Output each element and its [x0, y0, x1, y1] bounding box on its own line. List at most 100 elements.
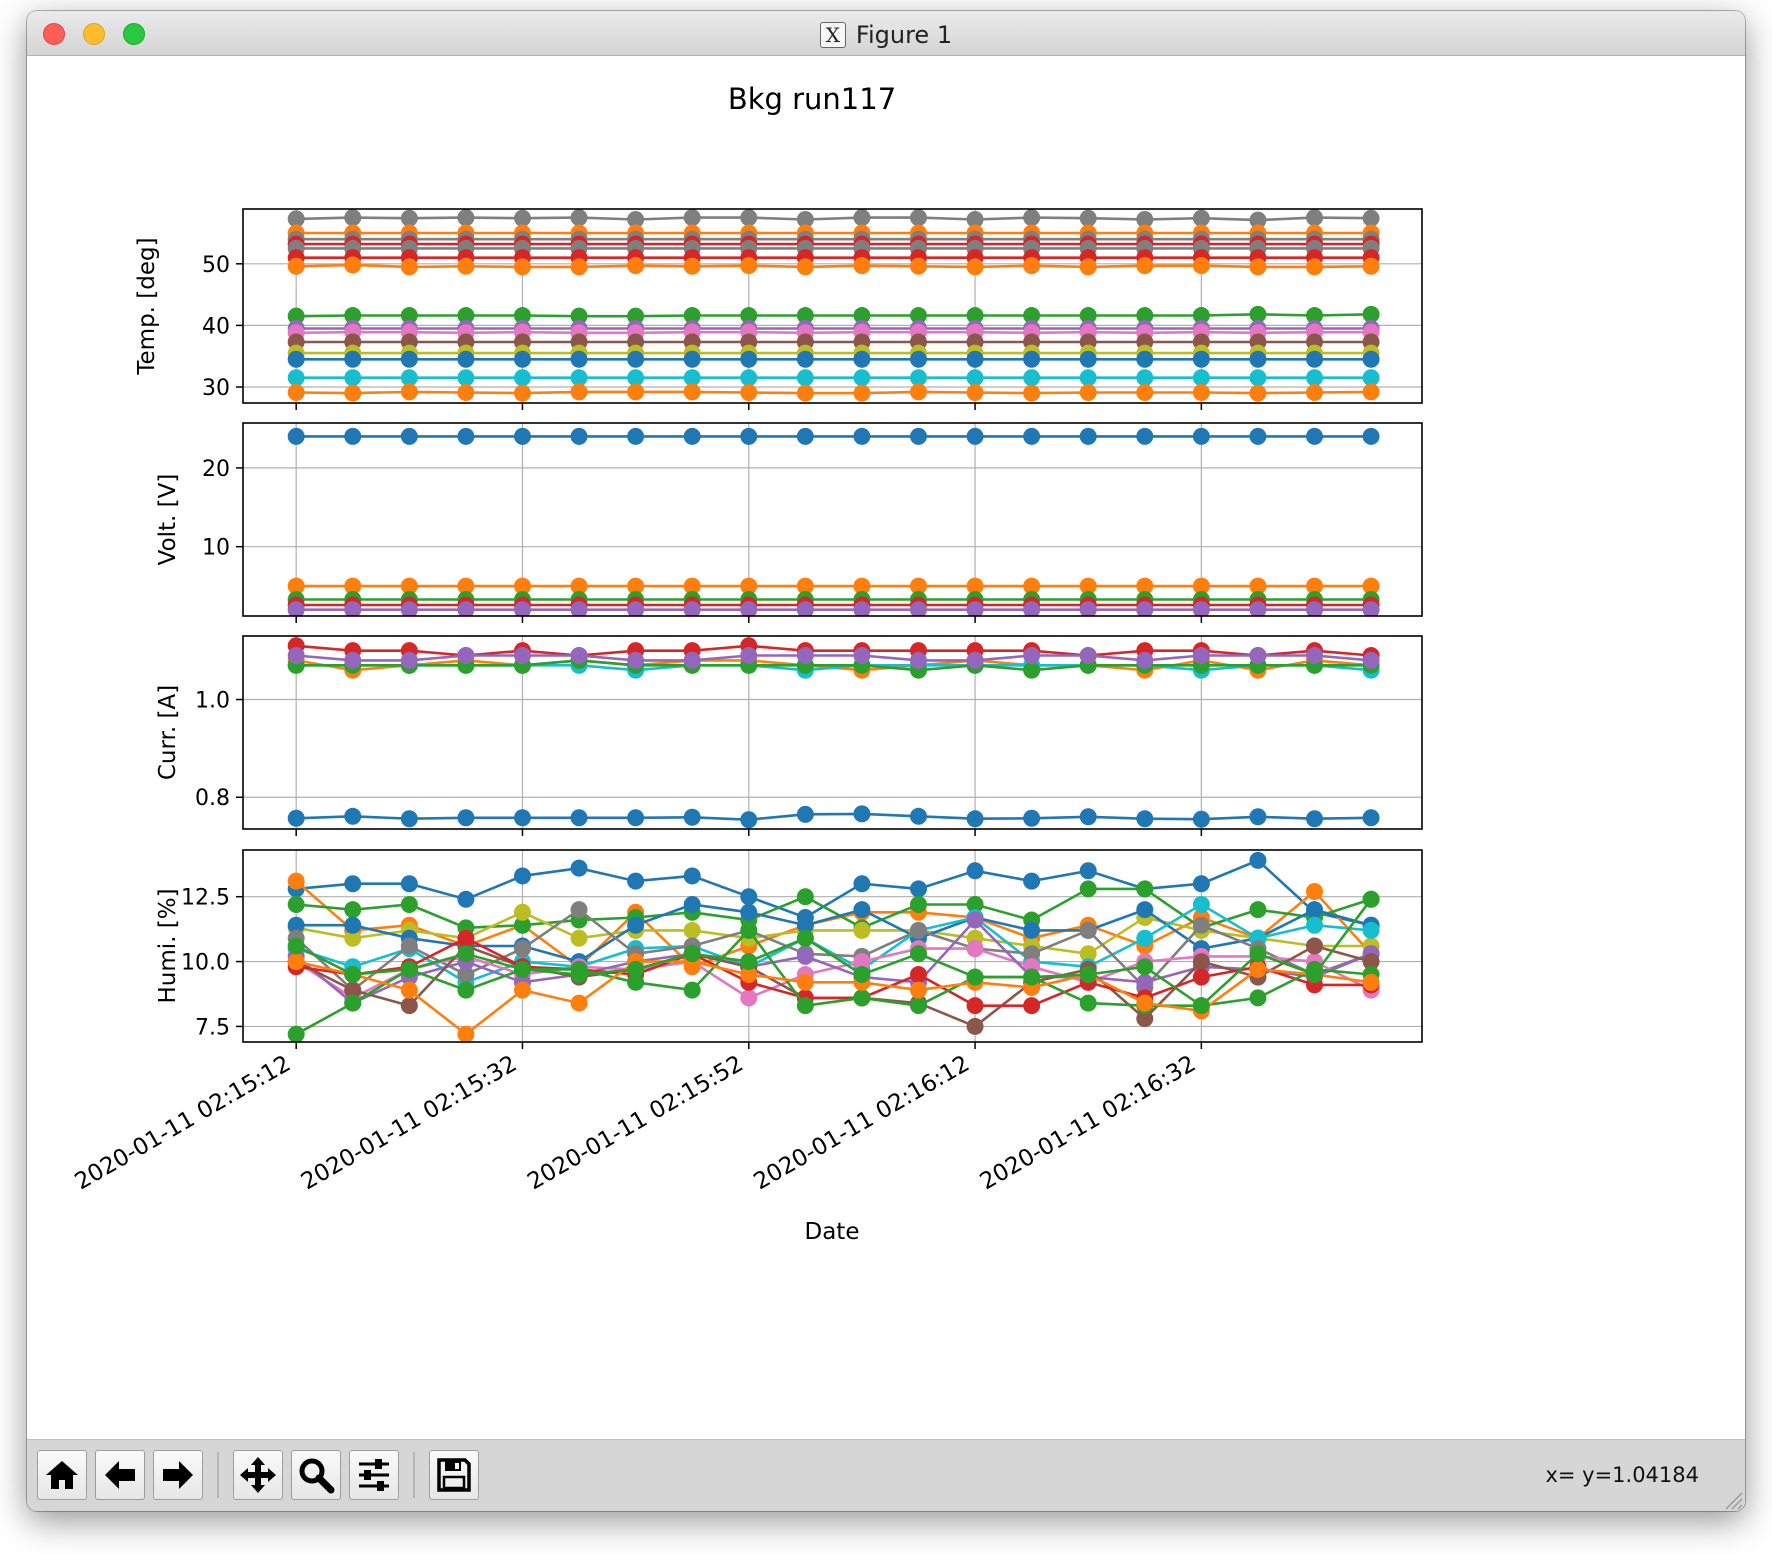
series-line	[296, 659, 1372, 672]
data-point	[966, 369, 984, 387]
data-point	[457, 647, 475, 665]
data-point	[513, 209, 531, 227]
data-point	[740, 384, 758, 402]
data-point	[570, 809, 588, 827]
forward-button[interactable]	[153, 1450, 203, 1500]
data-point	[513, 647, 531, 665]
figure-canvas[interactable]: Bkg run117 30 40 50 Temp. [deg] 10 20 Volt. [V]…	[27, 56, 1745, 1439]
data-point	[740, 350, 758, 368]
y-tick-label: 10.0	[181, 951, 230, 976]
data-point	[457, 981, 475, 999]
data-point	[1023, 427, 1041, 445]
axes-frame	[242, 635, 1423, 830]
data-point	[740, 209, 758, 227]
data-point	[966, 210, 984, 228]
data-point	[457, 209, 475, 227]
back-button[interactable]	[95, 1450, 145, 1500]
close-window-button[interactable]	[43, 23, 65, 45]
data-point	[570, 383, 588, 401]
data-point	[1362, 369, 1380, 387]
data-point	[1079, 808, 1097, 826]
data-point	[740, 903, 758, 921]
data-point	[400, 997, 418, 1015]
data-point	[796, 369, 814, 387]
data-point	[796, 888, 814, 906]
data-point	[853, 307, 871, 325]
zoom-button[interactable]	[291, 1450, 341, 1500]
data-point	[344, 807, 362, 825]
data-point	[853, 953, 871, 971]
data-point	[683, 981, 701, 999]
data-point	[796, 929, 814, 947]
data-point	[627, 307, 645, 325]
data-point	[740, 601, 758, 616]
data-point	[740, 257, 758, 275]
data-point	[740, 811, 758, 829]
data-point	[344, 929, 362, 947]
data-point	[287, 307, 305, 325]
data-point	[1136, 973, 1154, 991]
data-point	[909, 651, 927, 669]
data-point	[909, 383, 927, 401]
x-tick-label: 2020-01-11 02:15:32	[297, 1051, 522, 1196]
data-point	[1079, 209, 1097, 227]
data-point	[1136, 257, 1154, 275]
data-point	[570, 307, 588, 325]
home-button[interactable]	[37, 1450, 87, 1500]
data-point	[1306, 307, 1324, 325]
y-axis-label: Temp. [deg]	[134, 237, 160, 375]
data-point	[966, 577, 984, 595]
data-point	[287, 427, 305, 445]
data-point	[513, 384, 531, 402]
minimize-window-button[interactable]	[83, 23, 105, 45]
data-point	[740, 888, 758, 906]
series-group	[287, 637, 1380, 829]
data-point	[1362, 257, 1380, 275]
data-point	[1192, 895, 1210, 913]
data-point	[853, 875, 871, 893]
data-point	[1136, 210, 1154, 228]
data-point	[740, 307, 758, 325]
data-point	[796, 350, 814, 368]
data-point	[853, 384, 871, 402]
zoom-window-button[interactable]	[123, 23, 145, 45]
data-point	[457, 929, 475, 947]
data-point	[1136, 427, 1154, 445]
resize-grip-icon[interactable]	[1721, 1488, 1743, 1510]
data-point	[1249, 350, 1267, 368]
data-point	[513, 427, 531, 445]
save-button[interactable]	[429, 1450, 479, 1500]
data-point	[1079, 647, 1097, 665]
series-line	[296, 887, 1372, 930]
data-point	[1362, 577, 1380, 595]
data-point	[1306, 966, 1324, 984]
data-point	[1306, 427, 1324, 445]
data-point	[344, 901, 362, 919]
axes-frame	[242, 208, 1423, 404]
data-point	[683, 427, 701, 445]
data-point	[1079, 966, 1097, 984]
data-point	[909, 350, 927, 368]
configure-subplots-button[interactable]	[349, 1450, 399, 1500]
data-point	[570, 350, 588, 368]
data-point	[1192, 916, 1210, 934]
pan-button[interactable]	[233, 1450, 283, 1500]
data-point	[1023, 872, 1041, 890]
data-point	[796, 947, 814, 965]
y-tick-label: 30	[202, 376, 230, 401]
data-point	[853, 647, 871, 665]
data-point	[400, 651, 418, 669]
data-point	[1249, 901, 1267, 919]
data-point	[400, 895, 418, 913]
data-point	[853, 350, 871, 368]
y-tick-label: 40	[202, 314, 230, 339]
data-point	[1136, 929, 1154, 947]
data-point	[457, 809, 475, 827]
title-bar[interactable]: X Figure 1	[27, 11, 1745, 56]
data-point	[1362, 383, 1380, 401]
data-point	[1136, 384, 1154, 402]
data-point	[1249, 577, 1267, 595]
data-point	[513, 809, 531, 827]
move-arrows-icon	[240, 1457, 276, 1493]
data-point	[1136, 577, 1154, 595]
